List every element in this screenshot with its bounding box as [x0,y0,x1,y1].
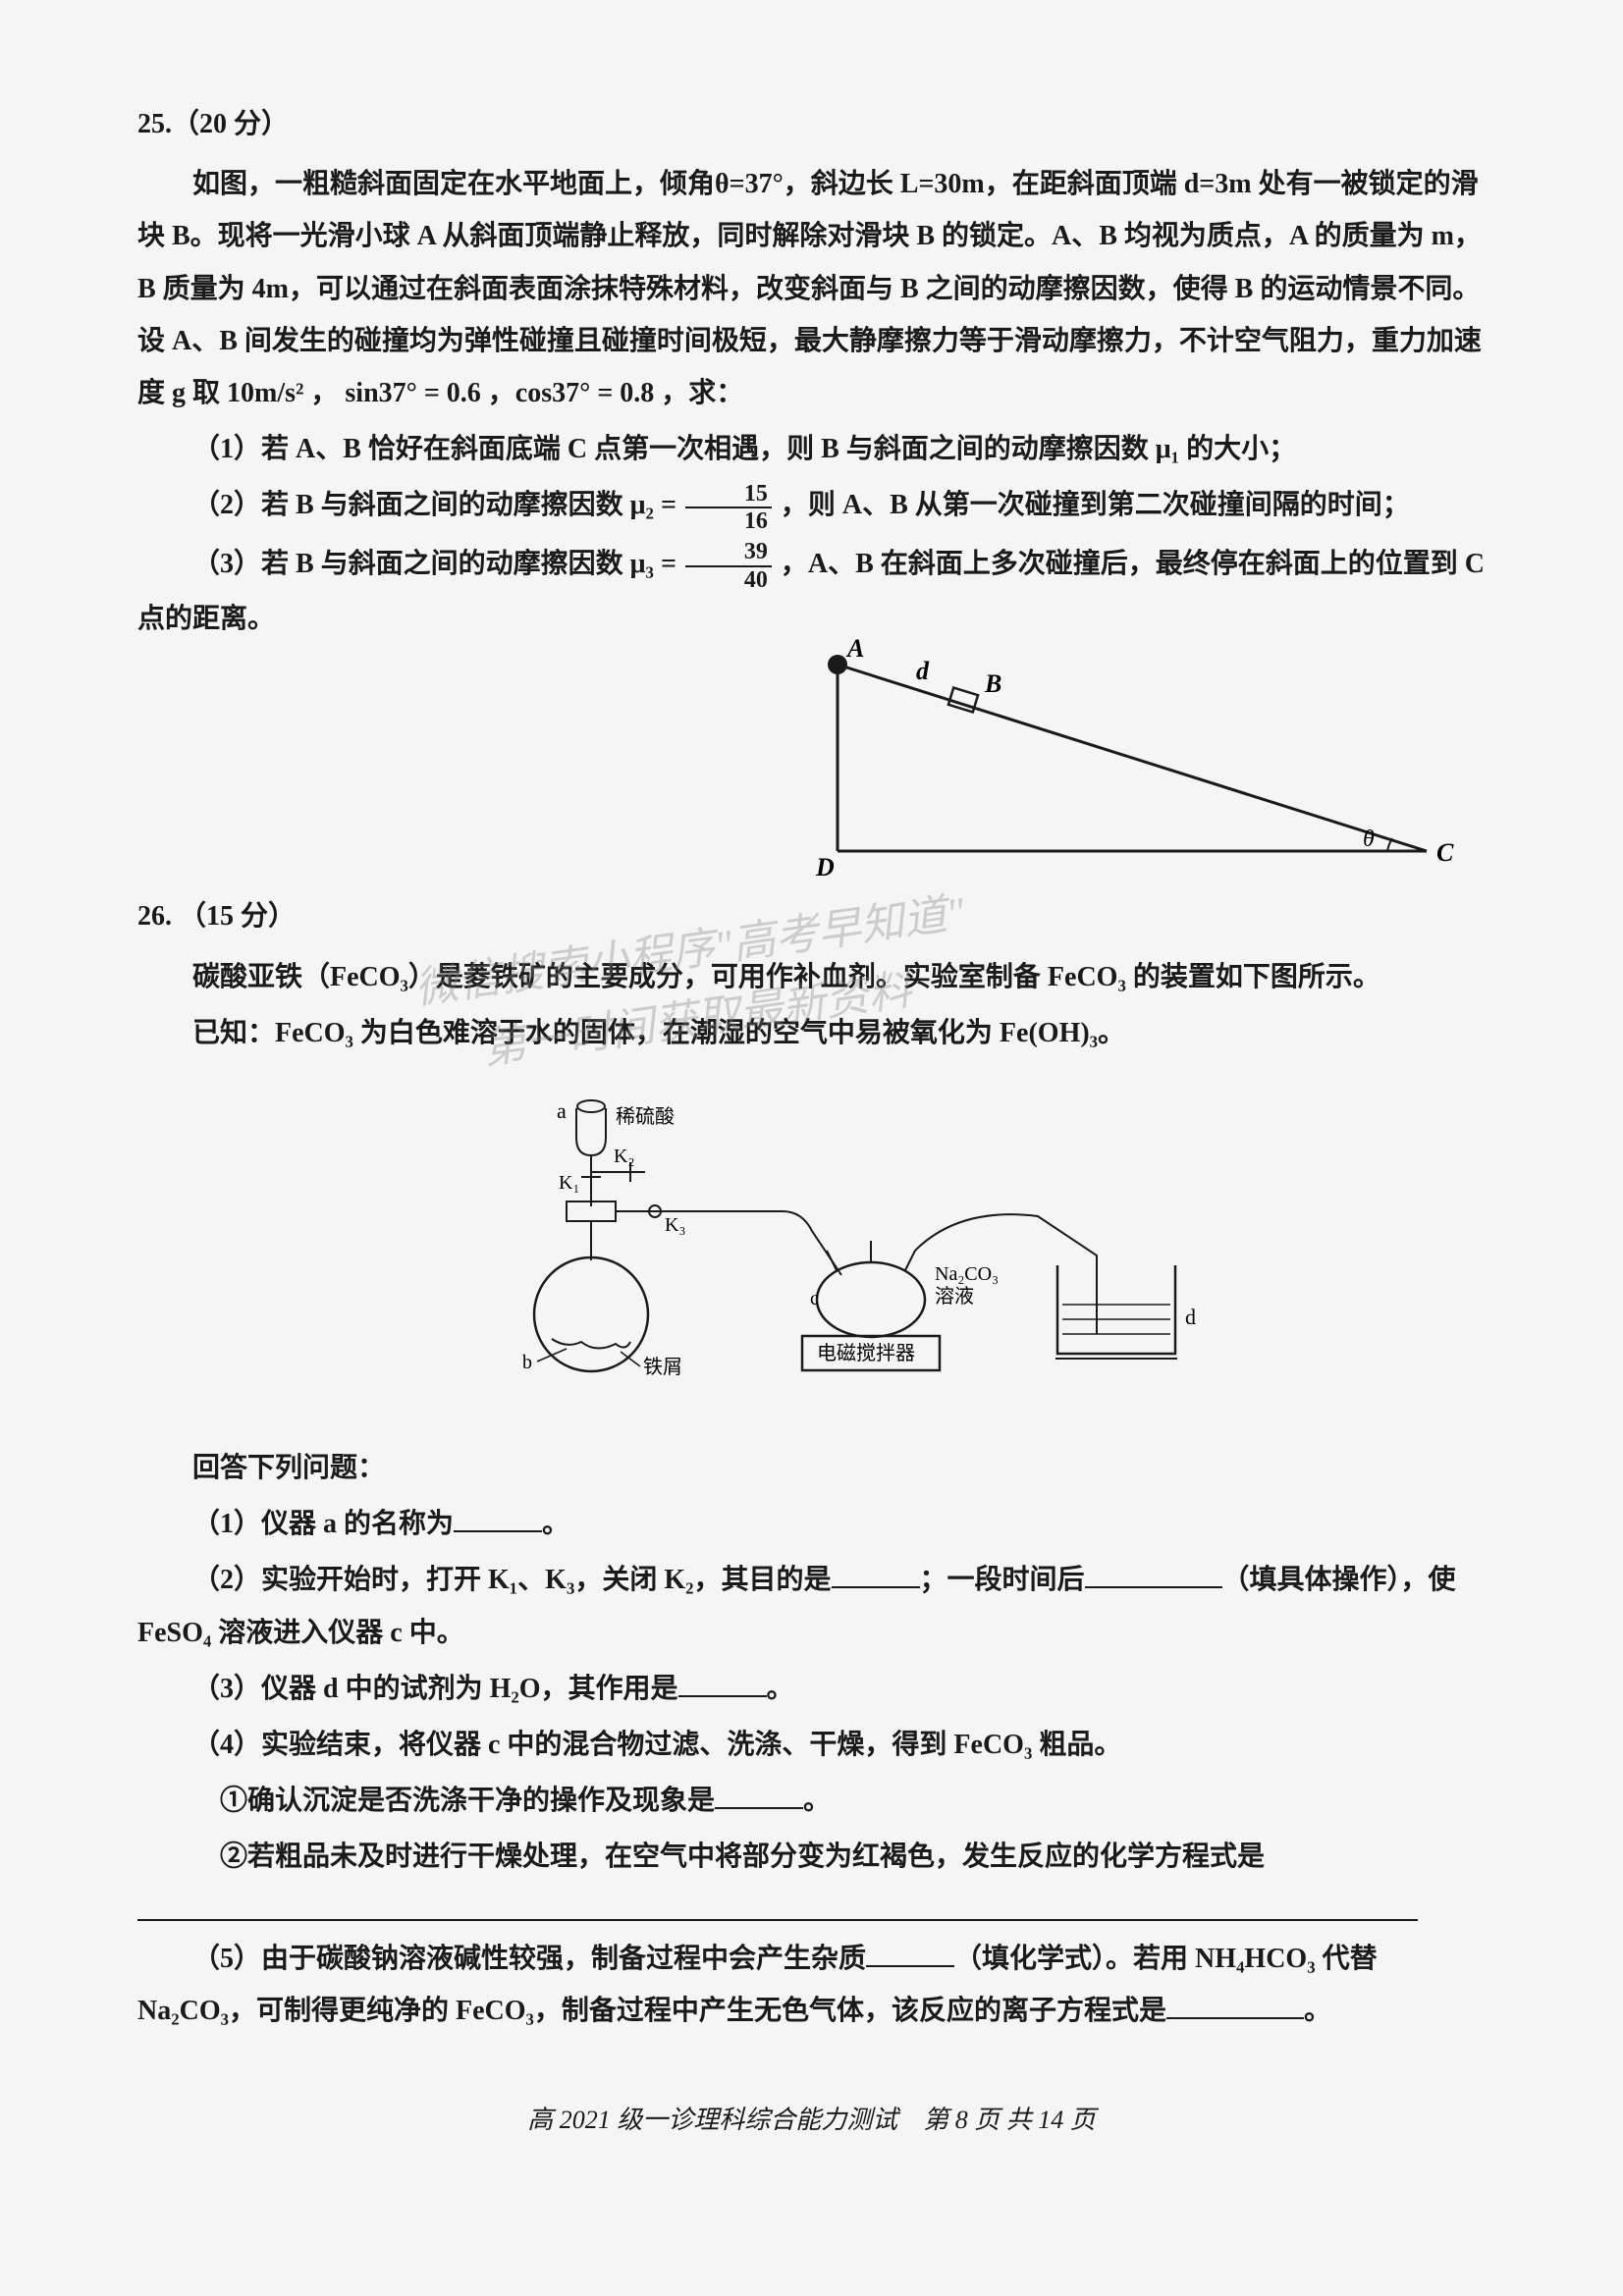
label-K3: K₃ [665,1214,685,1236]
q25-body: 如图，一粗糙斜面固定在水平地面上，倾角θ=37°，斜边长 L=30m，在距斜面顶… [137,158,1486,419]
q25-sub3: （3）若 B 与斜面之间的动摩擦因数 μ₃ = 3940 ，A、B 在斜面上多次… [137,538,1486,645]
incline-diagram: A d B D C θ [779,635,1466,890]
q26-s2: （2）实验开始时，打开 K₁、K₃，关闭 K₂，其目的是；一段时间后（填具体操作… [137,1554,1486,1658]
label-d: d [1185,1305,1196,1329]
ball-A [828,655,847,674]
label-b: b [522,1352,532,1373]
label-na2co3-2: 溶液 [935,1285,974,1308]
label-D: D [815,853,835,881]
q26-s4: （4）实验结束，将仪器 c 中的混合物过滤、洗涤、干燥，得到 FeCO₃ 粗品。 [137,1719,1486,1771]
blank-3 [678,1678,767,1697]
flask-c [817,1262,925,1337]
page-footer: 高 2021 级一诊理科综合能力测试 第 8 页 共 14 页 [137,2096,1486,2144]
label-K1: K₁ [559,1172,579,1194]
q26-s4-1: ①确认沉淀是否洗涤干净的操作及现象是。 [137,1775,1486,1827]
q26-header: 26. （15 分） [137,890,1486,942]
q25-sub3-before: （3）若 B 与斜面之间的动摩擦因数 μ₃ = [192,549,683,579]
b-pointer [537,1349,567,1362]
q26-p2: 已知：FeCO₃ 为白色难溶于水的固体，在潮湿的空气中易被氧化为 Fe(OH)₃… [137,1007,1486,1059]
line-AC [838,665,1427,851]
q25-sub2-after: ，则 A、B 从第一次碰撞到第二次碰撞间隔的时间； [774,490,1410,520]
funnel-top [577,1100,605,1112]
label-K2: K₂ [614,1146,634,1167]
fraction-15-16: 1516 [685,481,772,535]
q26-p1: 碳酸亚铁（FeCO₃）是菱铁矿的主要成分，可用作补血剂。实验室制备 FeCO₃ … [137,951,1486,1003]
q26-s1: （1）仪器 a 的名称为。 [137,1498,1486,1550]
q25-header: 25.（20 分） [137,98,1486,150]
blank-5b [1166,2000,1304,2019]
label-a: a [557,1098,567,1123]
label-na2co3-1: Na₂CO₃ [935,1263,999,1285]
beaker-d [1057,1265,1175,1354]
c-neck-right [905,1251,915,1270]
question-25: 25.（20 分） 如图，一粗糙斜面固定在水平地面上，倾角θ=37°，斜边长 L… [137,98,1486,645]
label-c: c [810,1288,819,1309]
label-d: d [916,657,930,685]
q25-sub1: （1）若 A、B 恰好在斜面底端 C 点第一次相遇，则 B 与斜面之间的动摩擦因… [137,423,1486,475]
label-stirrer: 电磁搅拌器 [817,1342,915,1364]
iron-filings [552,1339,630,1349]
q26-s4-2: ②若粗品未及时进行干燥处理，在空气中将部分变为红褐色，发生反应的化学方程式是 [137,1831,1486,1883]
label-B: B [984,669,1001,698]
fraction-39-40: 3940 [685,539,772,593]
q25-sub2-before: （2）若 B 与斜面之间的动摩擦因数 μ₂ = [192,490,683,520]
apparatus-diagram: 稀硫酸 a K₁ K₂ K₃ b 铁屑 c Na₂CO₃ 溶液 [370,1079,1254,1413]
q26-s3: （3）仪器 d 中的试剂为 H₂O，其作用是。 [137,1663,1486,1715]
funnel-bulb [576,1108,606,1155]
tube-to-c [684,1211,841,1275]
c-neck-left [827,1251,837,1270]
blank-4-1 [715,1789,803,1809]
blank-2a [832,1569,920,1588]
blank-4-2 [137,1892,1418,1921]
label-iron: 铁屑 [643,1356,682,1378]
flask-b [534,1257,648,1371]
label-C: C [1436,838,1454,867]
label-theta: θ [1363,827,1375,852]
blank-5a [866,1948,954,1967]
blank-2b [1085,1569,1222,1588]
q26-s5: （5）由于碳酸钠溶液碱性较强，制备过程中会产生杂质（填化学式）。若用 NH₄HC… [137,1933,1486,2037]
label-sulfuric: 稀硫酸 [616,1105,675,1128]
blank-1 [454,1513,542,1532]
q25-sub2: （2）若 B 与斜面之间的动摩擦因数 μ₂ = 1516 ，则 A、B 从第一次… [137,479,1486,534]
label-A: A [845,635,864,663]
q26-answer-header: 回答下列问题： [137,1442,1486,1494]
iron-pointer [621,1352,640,1366]
question-26: 微信搜索小程序"高考早知道" 第一时间获取最新资料 26. （15 分） 碳酸亚… [137,890,1486,2036]
